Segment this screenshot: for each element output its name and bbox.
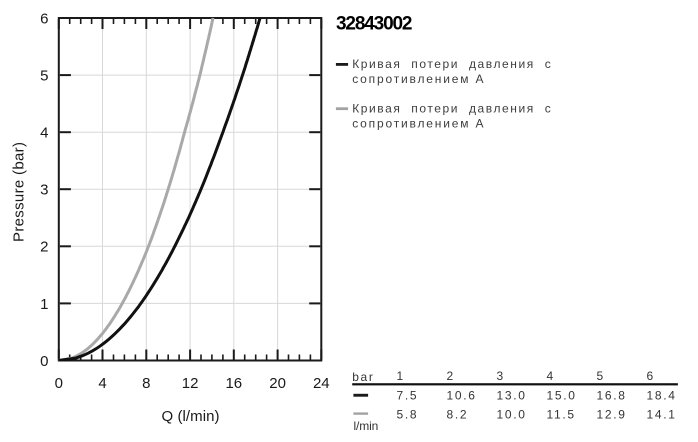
svg-text:5.8: 5.8	[397, 408, 419, 422]
svg-text:3: 3	[40, 182, 48, 199]
svg-text:3: 3	[497, 369, 505, 383]
svg-text:bar: bar	[352, 370, 374, 384]
svg-text:4: 4	[98, 375, 106, 392]
svg-text:18.4: 18.4	[647, 388, 677, 402]
svg-text:1: 1	[40, 296, 48, 313]
svg-text:10.6: 10.6	[447, 388, 477, 402]
svg-text:сопротивлением А: сопротивлением А	[352, 72, 483, 86]
svg-text:l/min: l/min	[354, 419, 381, 433]
svg-text:10.0: 10.0	[497, 408, 527, 422]
svg-text:6: 6	[647, 369, 655, 383]
svg-text:5: 5	[597, 369, 605, 383]
svg-text:24: 24	[313, 375, 330, 392]
svg-text:2: 2	[40, 239, 48, 256]
svg-text:8.2: 8.2	[447, 408, 469, 422]
svg-text:1: 1	[397, 369, 405, 383]
svg-text:2: 2	[447, 369, 455, 383]
svg-text:6: 6	[40, 10, 48, 27]
svg-text:16.8: 16.8	[597, 388, 627, 402]
svg-text:Кривая потери давления с: Кривая потери давления с	[352, 102, 551, 116]
svg-text:0: 0	[55, 375, 63, 392]
svg-text:0: 0	[40, 353, 48, 370]
svg-text:12.9: 12.9	[597, 408, 627, 422]
svg-text:13.0: 13.0	[497, 388, 527, 402]
svg-text:12: 12	[182, 375, 199, 392]
svg-text:15.0: 15.0	[547, 388, 577, 402]
svg-text:32843002: 32843002	[336, 13, 413, 34]
svg-text:8: 8	[142, 375, 150, 392]
svg-text:Pressure (bar): Pressure (bar)	[11, 142, 28, 242]
svg-text:7.5: 7.5	[397, 388, 419, 402]
svg-text:Кривая потери давления с: Кривая потери давления с	[352, 57, 551, 71]
svg-text:Q (l/min): Q (l/min)	[162, 408, 220, 425]
svg-text:11.5: 11.5	[547, 408, 576, 422]
svg-text:сопротивлением А: сопротивлением А	[352, 117, 483, 131]
svg-text:4: 4	[547, 369, 555, 383]
svg-text:5: 5	[40, 68, 48, 85]
svg-text:16: 16	[225, 375, 242, 392]
svg-text:14.1: 14.1	[647, 408, 677, 422]
svg-text:4: 4	[40, 125, 48, 142]
svg-text:20: 20	[269, 375, 286, 392]
